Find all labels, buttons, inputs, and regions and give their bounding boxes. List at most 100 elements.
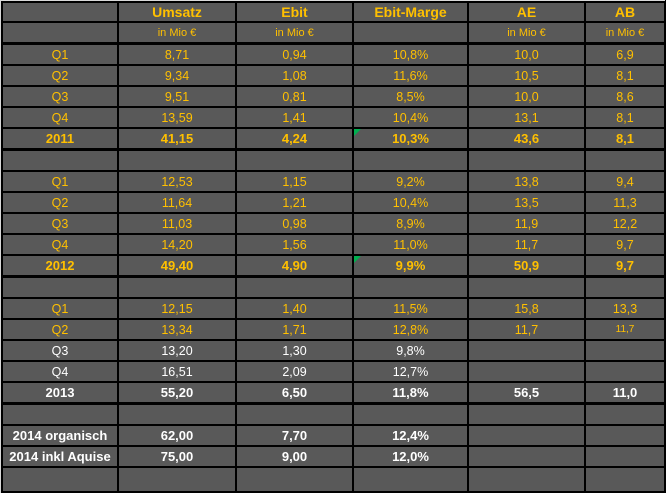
table-cell[interactable]: 12,7% (352, 360, 469, 383)
table-cell[interactable] (467, 424, 586, 447)
table-cell[interactable]: 13,5 (467, 191, 586, 214)
table-cell[interactable]: 11,8% (352, 381, 469, 405)
table-cell[interactable]: 13,20 (117, 339, 237, 362)
table-cell[interactable]: 15,8 (467, 297, 586, 320)
row-label-cell[interactable]: 2012 (1, 254, 119, 278)
empty-cell[interactable] (117, 466, 237, 493)
empty-cell[interactable] (467, 148, 586, 172)
table-cell[interactable]: 13,34 (117, 318, 237, 341)
row-label-cell[interactable]: 2013 (1, 381, 119, 405)
row-label-cell[interactable]: Q1 (1, 297, 119, 320)
empty-cell[interactable] (235, 466, 354, 493)
table-cell[interactable]: 12,53 (117, 170, 237, 193)
table-cell[interactable]: 8,9% (352, 212, 469, 235)
table-cell[interactable]: 2,09 (235, 360, 354, 383)
table-cell[interactable] (584, 445, 666, 468)
table-cell[interactable]: 1,21 (235, 191, 354, 214)
table-cell[interactable]: 16,51 (117, 360, 237, 383)
table-cell[interactable]: 8,5% (352, 85, 469, 108)
empty-cell[interactable] (235, 148, 354, 172)
table-cell[interactable]: 11,03 (117, 212, 237, 235)
table-cell[interactable]: 1,56 (235, 233, 354, 256)
row-label-cell[interactable]: Q2 (1, 64, 119, 87)
table-cell[interactable]: 11,9 (467, 212, 586, 235)
table-cell[interactable]: 0,94 (235, 42, 354, 66)
empty-cell[interactable] (467, 466, 586, 493)
table-cell[interactable]: 14,20 (117, 233, 237, 256)
row-label-cell[interactable]: Q3 (1, 339, 119, 362)
table-cell[interactable]: 1,08 (235, 64, 354, 87)
table-cell[interactable]: 62,00 (117, 424, 237, 447)
table-cell[interactable]: 12,0% (352, 445, 469, 468)
table-cell[interactable]: 11,3 (584, 191, 666, 214)
table-cell[interactable]: 11,7 (467, 318, 586, 341)
column-unit-ab[interactable]: in Mio € (584, 21, 666, 45)
table-cell[interactable] (584, 424, 666, 447)
table-cell[interactable]: 8,71 (117, 42, 237, 66)
table-cell[interactable]: 13,1 (467, 106, 586, 129)
table-cell[interactable]: 13,8 (467, 170, 586, 193)
table-cell[interactable]: 0,98 (235, 212, 354, 235)
empty-cell[interactable] (117, 148, 237, 172)
row-label-cell[interactable]: 2014 inkl Aquise (1, 445, 119, 468)
table-cell[interactable]: 6,50 (235, 381, 354, 405)
table-cell[interactable]: 10,8% (352, 42, 469, 66)
table-cell[interactable]: 8,1 (584, 127, 666, 151)
column-unit-ebit-marge[interactable] (352, 21, 469, 45)
table-cell[interactable]: 8,6 (584, 85, 666, 108)
table-cell[interactable]: 12,2 (584, 212, 666, 235)
column-header-ebit-marge[interactable]: Ebit-Marge (352, 1, 469, 23)
table-cell[interactable]: 9,34 (117, 64, 237, 87)
table-cell[interactable]: 11,7 (584, 318, 666, 341)
empty-cell[interactable] (1, 466, 119, 493)
empty-cell[interactable] (117, 402, 237, 426)
table-cell[interactable]: 11,6% (352, 64, 469, 87)
table-cell[interactable]: 50,9 (467, 254, 586, 278)
table-cell[interactable]: 10,4% (352, 106, 469, 129)
table-cell[interactable]: 9,7 (584, 254, 666, 278)
empty-cell[interactable] (467, 402, 586, 426)
column-header-umsatz[interactable]: Umsatz (117, 1, 237, 23)
empty-cell[interactable] (352, 466, 469, 493)
column-unit-blank[interactable] (1, 21, 119, 45)
table-cell[interactable]: 56,5 (467, 381, 586, 405)
column-header-ebit[interactable]: Ebit (235, 1, 354, 23)
table-cell[interactable]: 9,51 (117, 85, 237, 108)
table-cell[interactable]: 12,4% (352, 424, 469, 447)
empty-cell[interactable] (352, 275, 469, 299)
table-cell[interactable] (467, 339, 586, 362)
column-unit-umsatz[interactable]: in Mio € (117, 21, 237, 45)
table-cell[interactable]: 41,15 (117, 127, 237, 151)
table-cell[interactable]: 55,20 (117, 381, 237, 405)
table-cell[interactable]: 6,9 (584, 42, 666, 66)
row-label-cell[interactable]: Q2 (1, 318, 119, 341)
table-cell[interactable] (467, 360, 586, 383)
table-cell[interactable]: 4,90 (235, 254, 354, 278)
table-cell[interactable]: 11,0% (352, 233, 469, 256)
table-cell[interactable]: 11,7 (467, 233, 586, 256)
column-unit-ae[interactable]: in Mio € (467, 21, 586, 45)
empty-cell[interactable] (467, 275, 586, 299)
table-cell[interactable]: 10,3% (352, 127, 469, 151)
table-cell[interactable]: 12,15 (117, 297, 237, 320)
empty-cell[interactable] (1, 148, 119, 172)
table-cell[interactable]: 0,81 (235, 85, 354, 108)
table-cell[interactable]: 7,70 (235, 424, 354, 447)
empty-cell[interactable] (352, 148, 469, 172)
table-cell[interactable]: 12,8% (352, 318, 469, 341)
table-cell[interactable]: 9,8% (352, 339, 469, 362)
table-cell[interactable]: 1,71 (235, 318, 354, 341)
table-cell[interactable]: 1,41 (235, 106, 354, 129)
empty-cell[interactable] (584, 466, 666, 493)
empty-cell[interactable] (584, 148, 666, 172)
column-header-blank[interactable] (1, 1, 119, 23)
column-header-ae[interactable]: AE (467, 1, 586, 23)
table-cell[interactable] (584, 339, 666, 362)
table-cell[interactable]: 1,40 (235, 297, 354, 320)
empty-cell[interactable] (584, 402, 666, 426)
row-label-cell[interactable]: Q3 (1, 212, 119, 235)
table-cell[interactable]: 8,1 (584, 106, 666, 129)
table-cell[interactable]: 9,00 (235, 445, 354, 468)
column-header-ab[interactable]: AB (584, 1, 666, 23)
column-unit-ebit[interactable]: in Mio € (235, 21, 354, 45)
